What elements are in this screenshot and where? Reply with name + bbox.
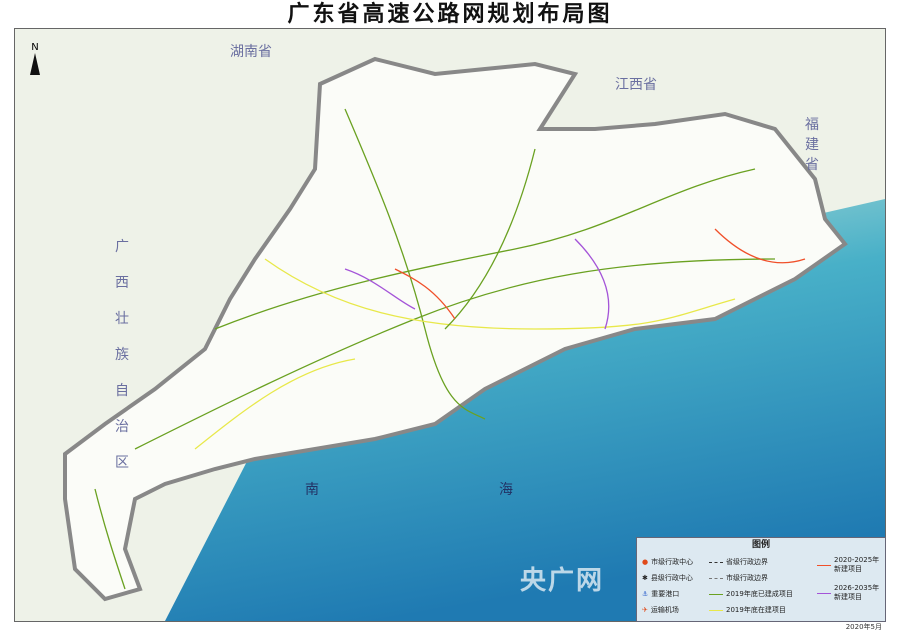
legend-port: ⚓ 重要港口 <box>642 590 679 599</box>
map-svg <box>15 29 885 621</box>
legend-label: 省级行政边界 <box>726 558 768 566</box>
legend-label: 2026-2035年新建项目 <box>834 584 880 601</box>
legend-label: 市级行政边界 <box>726 574 768 582</box>
legend-label: 2019年底已建成项目 <box>726 590 793 598</box>
region-label-jiangxi: 江西省 <box>615 77 657 93</box>
legend-label: 市级行政中心 <box>651 558 694 566</box>
legend: 图例 ● 市级行政中心 ✱ 县级行政中心 ⚓ 重要港口 ✈ 运输机场 省级行政边界 市级… <box>636 537 886 622</box>
legend-city: ● 市级行政中心 <box>642 558 693 567</box>
county-icon: ✱ <box>642 574 648 582</box>
legend-under-construction: 2019年底在建项目 <box>709 606 786 615</box>
map-title: 广东省高速公路网规划布局图 <box>287 1 613 27</box>
legend-label: 重要港口 <box>651 590 680 598</box>
guangdong-province <box>63 56 848 602</box>
watermark: 央广网 <box>520 566 605 596</box>
legend-province-border: 省级行政边界 <box>709 558 768 567</box>
legend-2020-2025: 2020-2025年新建项目 <box>817 556 882 574</box>
legend-built: 2019年底已建成项目 <box>709 590 793 599</box>
highway-network <box>94 108 806 590</box>
map-canvas[interactable]: 湖南省 江西省 福建省 广西壮族自治区 南海 <box>14 28 886 622</box>
city-dot-icon: ● <box>642 558 649 566</box>
legend-airport: ✈ 运输机场 <box>642 606 679 615</box>
region-label-fujian: 福建省 <box>805 117 819 173</box>
legend-title: 图例 <box>751 540 770 550</box>
legend-county: ✱ 县级行政中心 <box>642 574 693 583</box>
map-date: 2020年5月 <box>845 623 882 631</box>
legend-2026-2035: 2026-2035年新建项目 <box>817 584 882 602</box>
legend-label: 县级行政中心 <box>650 574 693 582</box>
legend-label: 2020-2025年新建项目 <box>834 556 880 573</box>
region-label-sea: 南海 <box>305 482 693 498</box>
airport-icon: ✈ <box>642 606 648 614</box>
legend-city-border: 市级行政边界 <box>709 574 768 583</box>
region-label-hunan: 湖南省 <box>230 44 272 60</box>
north-label: N <box>31 42 39 53</box>
region-label-guangxi: 广西壮族自治区 <box>115 239 129 471</box>
legend-label: 2019年底在建项目 <box>726 606 786 614</box>
north-arrow-icon: N <box>30 42 40 75</box>
port-icon: ⚓ <box>642 590 649 598</box>
legend-label: 运输机场 <box>650 606 679 614</box>
